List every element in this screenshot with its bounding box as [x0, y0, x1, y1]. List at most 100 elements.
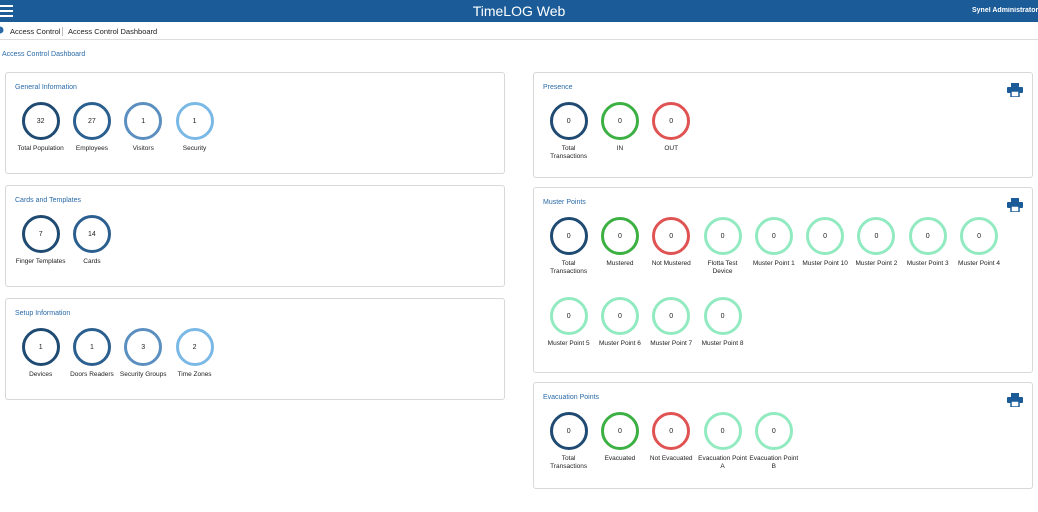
print-button[interactable] [1007, 198, 1023, 217]
stat-item: 0 Total Transactions [543, 102, 594, 182]
stat-label: Not Evacuated [649, 455, 693, 462]
stat-item: 0 Not Mustered [646, 217, 697, 297]
stat-label: Visitors [132, 145, 154, 152]
stat-label: Total Population [17, 145, 64, 152]
stat-label: OUT [664, 145, 679, 152]
stat-list: 1 Devices 1 Doors Readers 3 Security Groups 2 T… [15, 328, 485, 408]
stat-item: 1 Devices [15, 328, 66, 408]
stat-item: 0 OUT [646, 102, 697, 182]
stat-ring: 0 [754, 217, 793, 255]
stat-label: Muster Point 7 [650, 340, 693, 347]
stat-item: 7 Finger Templates [15, 215, 66, 295]
stat-item: 0 Total Transactions [543, 412, 594, 492]
stat-label: Finger Templates [15, 258, 66, 265]
panel: Setup Information 1 Devices 1 Doors Readers 3… [5, 298, 505, 400]
breadcrumb-item[interactable]: Access Control Dashboard [62, 27, 157, 36]
stat-ring: 1 [72, 328, 111, 366]
stat-label: Evacuation Point A [698, 455, 747, 470]
panel: Presence 0 Total Transactions 0 IN 0 OUT [533, 72, 1033, 178]
stat-ring: 0 [703, 412, 742, 450]
stat-item: 0 Muster Point 1 [748, 217, 799, 297]
stat-item: 14 Cards [66, 215, 117, 295]
stat-ring: 14 [72, 215, 111, 253]
stat-label: Devices [29, 371, 53, 378]
panel: Cards and Templates 7 Finger Templates 14 Ca… [5, 185, 505, 287]
stat-ring: 0 [960, 217, 999, 255]
stat-label: Evacuation Point B [749, 455, 799, 470]
print-button[interactable] [1007, 393, 1023, 412]
stat-label: Doors Readers [70, 371, 114, 378]
app-header: TimeLOG Web Synel Administrator [0, 0, 1038, 22]
stat-item: 0 Evacuation Point A [697, 412, 748, 492]
stat-label: Muster Point 3 [906, 260, 949, 267]
stat-label: Total Transactions [550, 145, 588, 160]
breadcrumb-item[interactable]: Access Control [10, 27, 61, 36]
stat-label: Not Mustered [651, 260, 691, 267]
stat-item: 0 Muster Point 5 [543, 297, 594, 377]
stat-item: 0 Total Transactions [543, 217, 594, 297]
stat-label: Flotta Test Device [707, 260, 738, 275]
stat-label: Time Zones [177, 371, 212, 378]
stat-ring: 1 [21, 328, 60, 366]
stat-label: Muster Point 5 [547, 340, 590, 347]
stat-ring: 27 [72, 102, 111, 140]
stat-ring: 0 [806, 217, 845, 255]
stat-item: 0 Muster Point 8 [697, 297, 748, 377]
stat-list: 0 Total Transactions 0 Mustered 0 Not Mustere… [543, 217, 1013, 377]
stat-ring: 0 [600, 297, 639, 335]
stat-item: 0 Muster Point 4 [953, 217, 1004, 297]
stat-item: 0 Evacuation Point B [748, 412, 799, 492]
stat-list: 32 Total Population 27 Employees 1 Visitors 1 S… [15, 102, 485, 182]
stat-ring: 0 [549, 217, 588, 255]
stat-label: Muster Point 10 [802, 260, 848, 267]
right-column: Presence 0 Total Transactions 0 IN 0 OUT Muster… [533, 72, 1033, 500]
stat-label: IN [616, 145, 624, 152]
stat-list: 0 Total Transactions 0 IN 0 OUT [543, 102, 1013, 182]
stat-ring: 0 [549, 297, 588, 335]
panel-title: Cards and Templates [15, 197, 82, 204]
stat-item: 0 IN [594, 102, 645, 182]
stat-ring: 0 [857, 217, 896, 255]
stat-ring: 0 [754, 412, 793, 450]
stat-list: 0 Total Transactions 0 Evacuated 0 Not Evacua… [543, 412, 1013, 492]
stat-item: 3 Security Groups [118, 328, 169, 408]
stat-label: Security Groups [119, 371, 167, 378]
stat-label: Muster Point 8 [701, 340, 744, 347]
stat-item: 0 Not Evacuated [646, 412, 697, 492]
stat-item: 0 Flotta Test Device [697, 217, 748, 297]
stat-label: Evacuated [604, 455, 636, 462]
breadcrumb: Access Control Access Control Dashboard [0, 22, 1038, 40]
stat-label: Muster Point 1 [752, 260, 795, 267]
user-name[interactable]: Synel Administrator [972, 7, 1038, 14]
panel-title: Evacuation Points [543, 394, 600, 401]
print-button[interactable] [1007, 83, 1023, 102]
stat-item: 0 Muster Point 6 [594, 297, 645, 377]
stat-item: 27 Employees [66, 102, 117, 182]
stat-item: 1 Visitors [118, 102, 169, 182]
panel-title: Setup Information [15, 310, 71, 317]
stat-ring: 0 [549, 102, 588, 140]
stat-item: 32 Total Population [15, 102, 66, 182]
stat-ring: 0 [652, 412, 691, 450]
stat-ring: 0 [600, 102, 639, 140]
stat-ring: 0 [549, 412, 588, 450]
panel: Evacuation Points 0 Total Transactions 0 Eva… [533, 382, 1033, 489]
stat-label: Employees [75, 145, 109, 152]
stat-ring: 0 [703, 297, 742, 335]
panel-title: Muster Points [543, 199, 586, 206]
stat-item: 0 Muster Point 10 [799, 217, 850, 297]
stat-item: 0 Muster Point 3 [902, 217, 953, 297]
stat-ring: 0 [652, 297, 691, 335]
stat-ring: 0 [908, 217, 947, 255]
stat-label: Muster Point 2 [855, 260, 898, 267]
stat-ring: 2 [175, 328, 214, 366]
stat-ring: 0 [600, 412, 639, 450]
stat-ring: 7 [21, 215, 60, 253]
stat-label: Muster Point 6 [598, 340, 641, 347]
panel: Muster Points 0 Total Transactions 0 Mustere… [533, 187, 1033, 373]
menu-button[interactable] [0, 3, 14, 19]
panel: General Information 32 Total Population 27 E… [5, 72, 505, 174]
stat-item: 0 Mustered [594, 217, 645, 297]
stat-label: Cards [83, 258, 101, 265]
stat-label: Security [182, 145, 207, 152]
